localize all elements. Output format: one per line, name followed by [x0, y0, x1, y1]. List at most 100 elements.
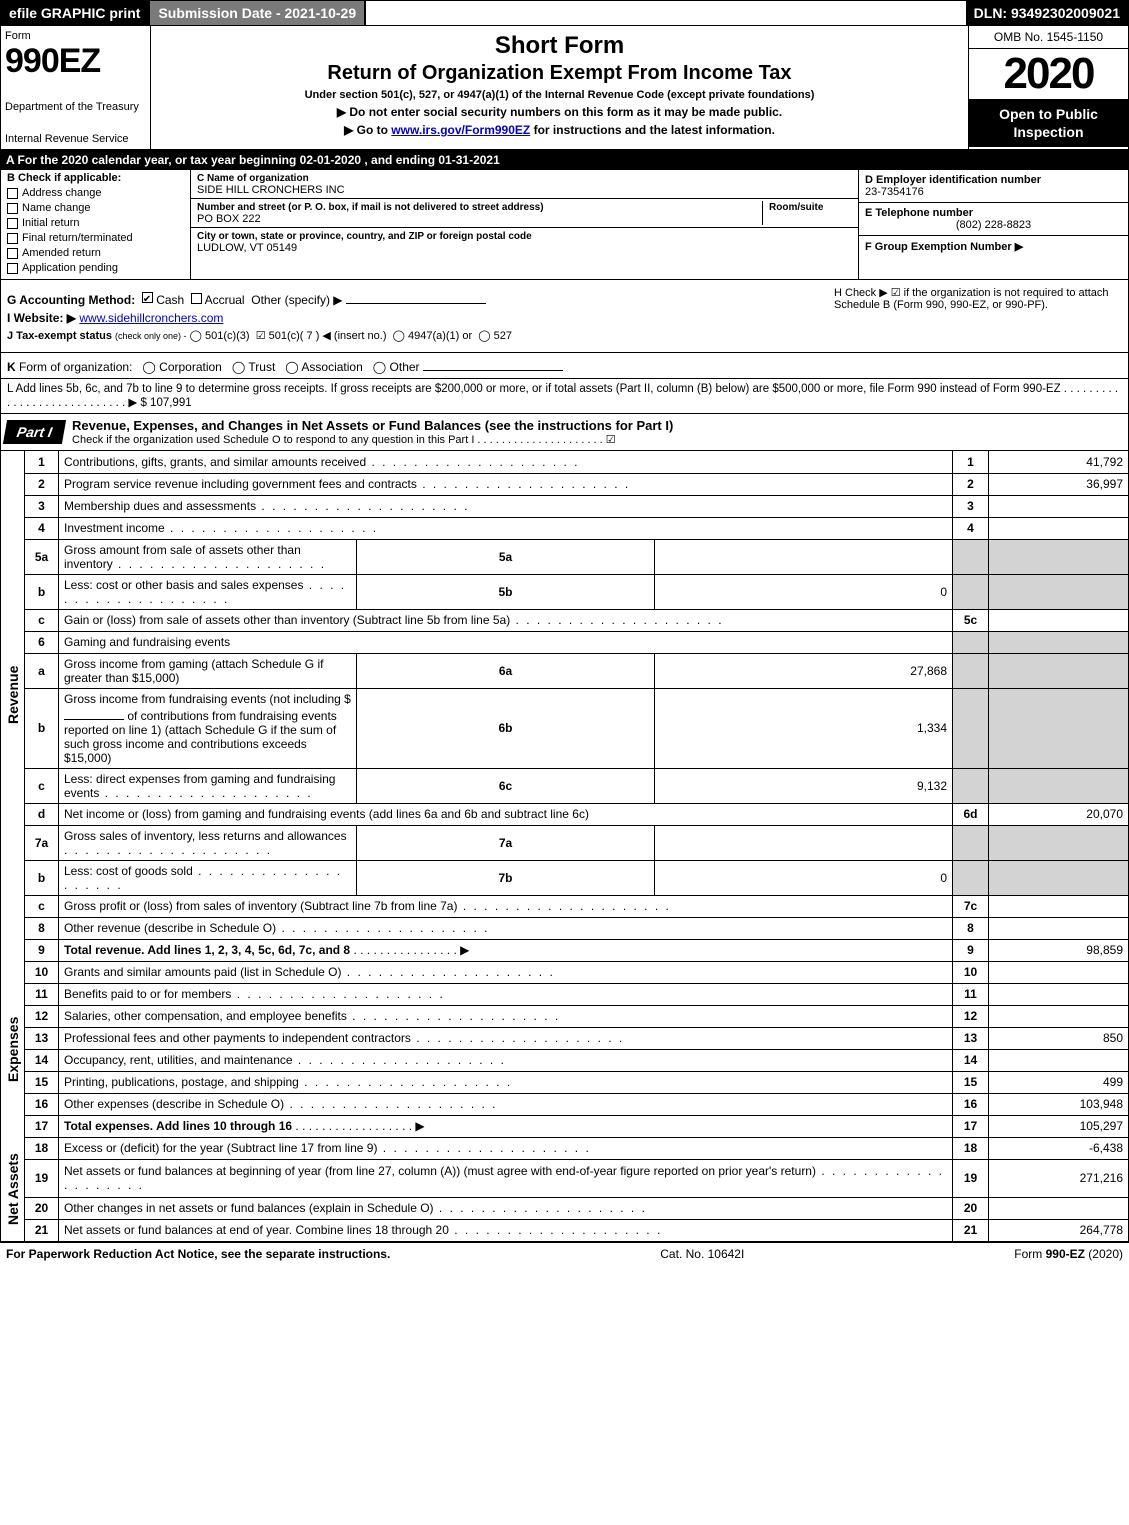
- i-website: I Website: ▶ www.sidehillcronchers.com: [7, 311, 822, 325]
- ln-desc: Membership dues and assessments: [64, 499, 469, 513]
- top-bar: efile GRAPHIC print Submission Date - 20…: [0, 0, 1129, 26]
- g-other-label: Other (specify) ▶: [251, 293, 342, 307]
- line-6b: b Gross income from fundraising events (…: [1, 688, 1129, 768]
- form-number-990ez: 990EZ: [5, 42, 146, 81]
- line-18: Net Assets 18 Excess or (deficit) for th…: [1, 1137, 1129, 1159]
- efile-graphic-print-button[interactable]: efile GRAPHIC print: [1, 1, 148, 25]
- ln-subval: 0: [655, 574, 953, 609]
- footer-form-ref: Form 990-EZ (2020): [1014, 1247, 1123, 1261]
- grey-cell: [989, 574, 1129, 609]
- line-6: 6 Gaming and fundraising events: [1, 631, 1129, 653]
- ln-rval: 271,216: [989, 1159, 1129, 1197]
- check-application-pending[interactable]: Application pending: [7, 262, 184, 274]
- section-d-e-f: D Employer identification number 23-7354…: [858, 170, 1128, 279]
- ln-num: 11: [25, 983, 59, 1005]
- ln-num: 8: [25, 917, 59, 939]
- ln-num: 16: [25, 1093, 59, 1115]
- grey-cell: [989, 653, 1129, 688]
- ln-rnum: 4: [953, 517, 989, 539]
- line-6d: d Net income or (loss) from gaming and f…: [1, 803, 1129, 825]
- ln-desc: Net assets or fund balances at beginning…: [64, 1164, 944, 1192]
- ln-num: b: [25, 860, 59, 895]
- grey-cell: [953, 539, 989, 574]
- ln-rval: [989, 983, 1129, 1005]
- ln-subval: 27,868: [655, 653, 953, 688]
- ln-desc: Other revenue (describe in Schedule O): [64, 921, 489, 935]
- f-group-exemption-label: F Group Exemption Number ▶: [865, 241, 1023, 253]
- check-amended-return[interactable]: Amended return: [7, 247, 184, 259]
- ln-desc: Net assets or fund balances at end of ye…: [64, 1223, 662, 1237]
- ln-rnum: 14: [953, 1049, 989, 1071]
- line-1: Revenue 1 Contributions, gifts, grants, …: [1, 451, 1129, 473]
- ln-subval: 9,132: [655, 768, 953, 803]
- irs-instructions-link[interactable]: www.irs.gov/Form990EZ: [391, 123, 530, 137]
- ln-desc: Other expenses (describe in Schedule O): [64, 1097, 497, 1111]
- k-form-of-organization: K Form of organization: ◯ Corporation ◯ …: [0, 353, 1129, 379]
- ln-desc: Total expenses. Add lines 10 through 16: [64, 1119, 292, 1133]
- ln-rnum: 11: [953, 983, 989, 1005]
- g-other-input[interactable]: [346, 290, 486, 304]
- department-label: Department of the Treasury: [5, 101, 146, 113]
- check-initial-return[interactable]: Initial return: [7, 217, 184, 229]
- ln-rval: [989, 917, 1129, 939]
- ln-desc: Gain or (loss) from sale of assets other…: [64, 613, 724, 627]
- row-a-tax-year-dates: A For the 2020 calendar year, or tax yea…: [0, 150, 1129, 170]
- website-link[interactable]: www.sidehillcronchers.com: [79, 311, 223, 325]
- checkbox-cash-icon[interactable]: [142, 292, 153, 303]
- checkbox-icon: [7, 263, 18, 274]
- check-final-return[interactable]: Final return/terminated: [7, 232, 184, 244]
- tax-year: 2020: [969, 49, 1128, 99]
- d-ein-label: D Employer identification number: [865, 174, 1041, 186]
- check-label: Application pending: [22, 262, 118, 274]
- ln-rval: 41,792: [989, 451, 1129, 473]
- ln-subln: 5b: [357, 574, 655, 609]
- ln-rnum: 20: [953, 1197, 989, 1219]
- part-1-title: Revenue, Expenses, and Changes in Net As…: [64, 414, 1128, 450]
- form-word: Form: [5, 30, 146, 42]
- ln-rval: [989, 609, 1129, 631]
- ln-subln: 5a: [357, 539, 655, 574]
- ln-rval: [989, 961, 1129, 983]
- check-label: Final return/terminated: [22, 232, 133, 244]
- short-form-title: Short Form: [161, 32, 958, 60]
- line-8: 8 Other revenue (describe in Schedule O)…: [1, 917, 1129, 939]
- ln-rnum: 21: [953, 1219, 989, 1241]
- revenue-side-label: Revenue: [1, 451, 25, 939]
- line-5c: c Gain or (loss) from sale of assets oth…: [1, 609, 1129, 631]
- ln-num: 4: [25, 517, 59, 539]
- ln-num: b: [25, 574, 59, 609]
- ln-num: 14: [25, 1049, 59, 1071]
- section-c-org-info: C Name of organization SIDE HILL CRONCHE…: [191, 170, 858, 279]
- submission-date-button[interactable]: Submission Date - 2021-10-29: [148, 1, 366, 25]
- checkbox-accrual-icon[interactable]: [191, 293, 202, 304]
- goto-prefix: ▶ Go to: [344, 123, 391, 137]
- footer-paperwork-notice: For Paperwork Reduction Act Notice, see …: [6, 1247, 390, 1261]
- check-name-change[interactable]: Name change: [7, 202, 184, 214]
- omb-number: OMB No. 1545-1150: [969, 26, 1128, 49]
- goto-suffix: for instructions and the latest informat…: [534, 123, 775, 137]
- line-5a: 5a Gross amount from sale of assets othe…: [1, 539, 1129, 574]
- line-11: 11 Benefits paid to or for members 11: [1, 983, 1129, 1005]
- k-other-input[interactable]: [423, 357, 563, 371]
- ln-num: d: [25, 803, 59, 825]
- grey-cell: [989, 825, 1129, 860]
- side-label-blank: [1, 939, 25, 961]
- ln-rnum: 8: [953, 917, 989, 939]
- section-b-checkboxes: B Check if applicable: Address change Na…: [1, 170, 191, 279]
- section-b-c-d-e-f: B Check if applicable: Address change Na…: [0, 170, 1129, 280]
- line-6c: c Less: direct expenses from gaming and …: [1, 768, 1129, 803]
- checkbox-icon: [7, 203, 18, 214]
- ln-num: 6: [25, 631, 59, 653]
- form-header: Form 990EZ Department of the Treasury In…: [0, 26, 1129, 150]
- line-4: 4 Investment income 4: [1, 517, 1129, 539]
- check-label: Amended return: [22, 247, 101, 259]
- line-12: 12 Salaries, other compensation, and emp…: [1, 1005, 1129, 1027]
- ln-num: 9: [25, 939, 59, 961]
- fundraising-amount-input[interactable]: [64, 706, 124, 720]
- ln-num: 15: [25, 1071, 59, 1093]
- ln-subln: 6c: [357, 768, 655, 803]
- line-16: 16 Other expenses (describe in Schedule …: [1, 1093, 1129, 1115]
- check-label: Initial return: [22, 217, 79, 229]
- check-address-change[interactable]: Address change: [7, 187, 184, 199]
- c-city-label: City or town, state or province, country…: [197, 231, 532, 242]
